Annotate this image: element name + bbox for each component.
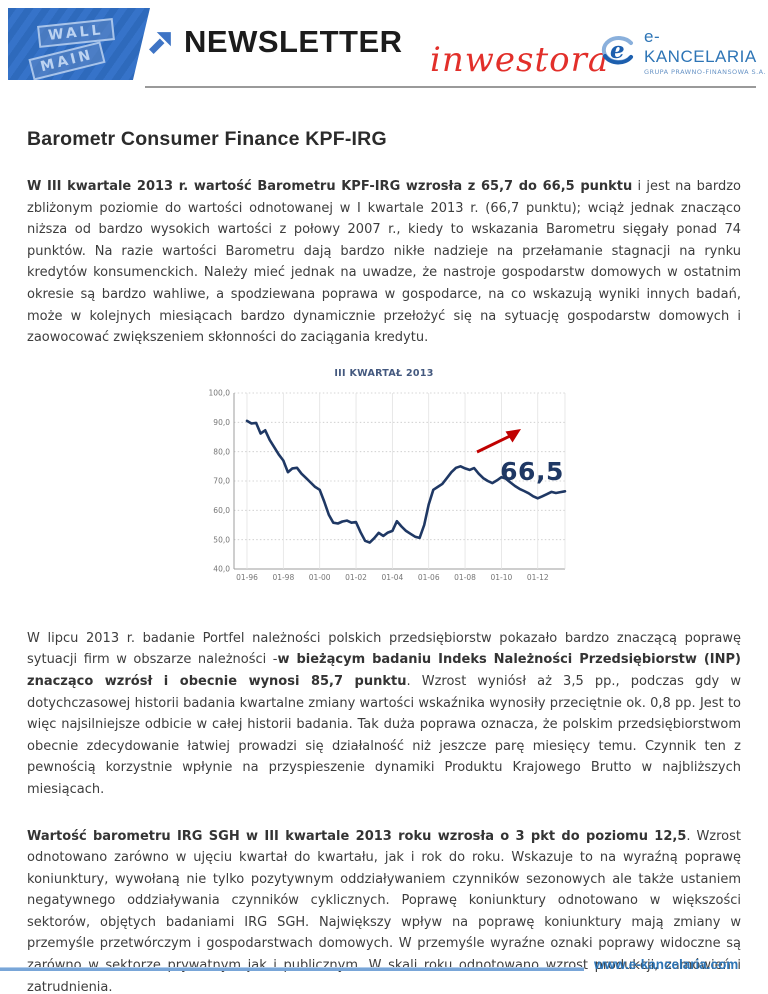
text-run: W lipcu 2013 r. badanie Portfel należnoś… xyxy=(27,630,741,668)
svg-text:70,0: 70,0 xyxy=(213,476,230,485)
annotation-arrow-icon xyxy=(476,434,511,454)
text-run: . Wzrost wyniósł aż 3,5 pp., podczas gdy… xyxy=(27,673,741,797)
wall-main-street-signs-image: WALL MAIN xyxy=(8,8,150,80)
kpf-irg-line-chart: III KWARTAŁ 2013 40,0 50,0 60,0 70,0 80,0 90,… xyxy=(209,368,567,582)
svg-text:100,0: 100,0 xyxy=(209,388,231,397)
svg-text:01-96: 01-96 xyxy=(236,573,258,582)
header: WALL MAIN NEWSLETTER inwestora e e-KANCE… xyxy=(0,0,768,96)
wall-street-sign: WALL xyxy=(37,18,115,48)
bold-run: Wartość barometru IRG SGH w III kwartale… xyxy=(27,828,687,844)
chart-axis-labels: 40,0 50,0 60,0 70,0 80,0 90,0 100,0 01-96 01-98 0… xyxy=(209,388,549,581)
chart-title: III KWARTAŁ 2013 xyxy=(334,368,433,379)
svg-text:01-04: 01-04 xyxy=(381,573,403,582)
text-run: . Wzrost odnotowano zarówno w ujęciu kwa… xyxy=(27,828,741,994)
e-kancelaria-logo-icon: e xyxy=(598,33,638,71)
barometer-chart-figure: III KWARTAŁ 2013 40,0 50,0 60,0 70,0 80,0 90,… xyxy=(194,363,574,601)
main-sign-label: MAIN xyxy=(38,46,95,76)
svg-text:01-98: 01-98 xyxy=(272,573,294,582)
svg-text:60,0: 60,0 xyxy=(213,506,230,515)
company-logo: e e-KANCELARIA GRUPA PRAWNO-FINANSOWA S.… xyxy=(598,27,768,76)
svg-text:01-00: 01-00 xyxy=(309,573,331,582)
svg-text:e: e xyxy=(610,37,625,64)
article-title: Barometr Consumer Finance KPF-IRG xyxy=(27,128,387,150)
wall-sign-label: WALL xyxy=(47,22,105,44)
company-tagline: GRUPA PRAWNO-FINANSOWA S.A. xyxy=(644,68,766,76)
svg-text:90,0: 90,0 xyxy=(213,418,230,427)
chart-annotation-value: 66,5 xyxy=(500,457,564,486)
paragraph-inp-index: W lipcu 2013 r. badanie Portfel należnoś… xyxy=(27,628,741,801)
footer-url[interactable]: www.e-kancelaria.com xyxy=(594,957,739,972)
chart-series-line xyxy=(245,419,567,544)
article: Barometr Consumer Finance KPF-IRG W III … xyxy=(0,96,768,994)
company-name: e-KANCELARIA xyxy=(644,27,757,66)
paragraph-barometer-kpf-irg: W III kwartale 2013 r. wartość Barometru… xyxy=(27,176,741,349)
svg-text:01-08: 01-08 xyxy=(454,573,476,582)
svg-text:40,0: 40,0 xyxy=(213,564,230,573)
svg-text:01-12: 01-12 xyxy=(527,573,549,582)
header-divider xyxy=(145,86,756,88)
arrow-up-right-icon xyxy=(147,30,173,56)
svg-text:01-02: 01-02 xyxy=(345,573,367,582)
svg-text:01-06: 01-06 xyxy=(418,573,440,582)
svg-text:80,0: 80,0 xyxy=(213,447,230,456)
chart-gridlines xyxy=(233,392,566,570)
newsletter-subtitle: inwestora xyxy=(430,40,610,80)
newsletter-title: NEWSLETTER xyxy=(184,24,403,59)
paragraph-irg-sgh: Wartość barometru IRG SGH w III kwartale… xyxy=(27,826,741,994)
chart-annotation: 66,5 xyxy=(476,428,564,486)
bold-run: w bieżącym badaniu Indeks Należności Prz… xyxy=(27,652,741,689)
footer-divider xyxy=(0,967,584,971)
annotation-arrow-head-icon xyxy=(505,428,521,443)
svg-text:01-10: 01-10 xyxy=(491,573,513,582)
bold-run: W III kwartale 2013 r. wartość Barometru… xyxy=(27,179,633,194)
svg-text:50,0: 50,0 xyxy=(213,535,230,544)
text-run: i jest na bardzo zbliżonym poziomie do w… xyxy=(27,179,741,346)
